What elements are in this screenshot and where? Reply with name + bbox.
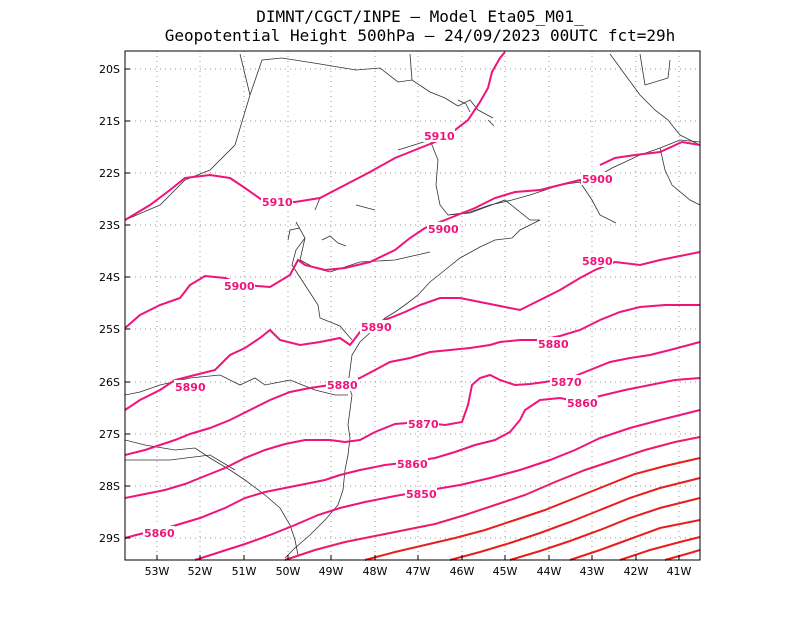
tick-marks xyxy=(125,68,680,560)
contour-5900-a xyxy=(124,177,601,329)
lon-tick-label: 45W xyxy=(493,565,518,578)
contour-label-5890-b: 5890 xyxy=(361,321,392,334)
lon-tick-label: 46W xyxy=(450,565,475,578)
contour-5910-b xyxy=(599,140,701,166)
lat-tick-label: 23S xyxy=(99,219,120,232)
graticule xyxy=(125,51,700,560)
contour-label-5870-b: 5870 xyxy=(408,418,439,431)
chart-title-line1: DIMNT/CGCT/INPE – Model Eta05_M01_ xyxy=(256,7,584,26)
lon-tick-label: 44W xyxy=(537,565,562,578)
coastline-and-borders xyxy=(124,53,701,559)
lat-tick-label: 25S xyxy=(99,323,120,336)
lon-tick-label: 51W xyxy=(232,565,257,578)
contour-label-5900-b: 5900 xyxy=(428,223,459,236)
lat-tick-label: 21S xyxy=(99,115,120,128)
lat-tick-label: 20S xyxy=(99,63,120,76)
lat-tick-label: 28S xyxy=(99,480,120,493)
longitude-tick-labels: 53W 52W 51W 50W 49W 48W 47W 46W 45W 44W … xyxy=(145,565,692,578)
contour-label-5890-c: 5890 xyxy=(175,381,206,394)
lon-tick-label: 52W xyxy=(188,565,213,578)
map-frame xyxy=(124,50,701,561)
contour-label-5860-a: 5860 xyxy=(567,397,598,410)
lat-tick-label: 29S xyxy=(99,532,120,545)
contour-label-5910-a: 5910 xyxy=(424,130,455,143)
contour-5800-a xyxy=(569,519,701,561)
lon-tick-label: 50W xyxy=(276,565,301,578)
contour-5840-a xyxy=(284,436,701,561)
contour-label-5910-b: 5910 xyxy=(262,196,293,209)
contour-label-5880-b: 5880 xyxy=(327,379,358,392)
lon-tick-label: 53W xyxy=(145,565,170,578)
lat-tick-label: 22S xyxy=(99,167,120,180)
contour-label-5900-c: 5900 xyxy=(224,280,255,293)
lon-tick-label: 47W xyxy=(406,565,431,578)
contour-5870-a xyxy=(124,341,701,499)
contour-5820-a xyxy=(449,477,701,561)
contour-lines xyxy=(124,51,701,561)
latitude-tick-labels: 20S 21S 22S 23S 24S 25S 26S 27S 28S 29S xyxy=(99,63,120,545)
contour-label-5860-c: 5860 xyxy=(144,527,175,540)
lon-tick-label: 48W xyxy=(363,565,388,578)
chart-title-line2: Geopotential Height 500hPa – 24/09/2023 … xyxy=(164,26,676,45)
contour-label-5900-a: 5900 xyxy=(582,173,613,186)
lon-tick-label: 43W xyxy=(580,565,605,578)
contour-label-5890-a: 5890 xyxy=(582,255,613,268)
contour-5830-a xyxy=(364,457,701,561)
contour-5780-a xyxy=(664,549,701,561)
lat-tick-label: 24S xyxy=(99,271,120,284)
contour-label-5880-a: 5880 xyxy=(538,338,569,351)
lon-tick-label: 41W xyxy=(667,565,692,578)
contour-5880-a xyxy=(124,304,700,456)
contour-5790-a xyxy=(619,536,701,561)
contour-label-5870-a: 5870 xyxy=(551,376,582,389)
lon-tick-label: 42W xyxy=(624,565,649,578)
lat-tick-label: 26S xyxy=(99,376,120,389)
contour-label-5850-a: 5850 xyxy=(406,488,437,501)
lon-tick-label: 49W xyxy=(319,565,344,578)
lat-tick-label: 27S xyxy=(99,428,120,441)
contour-label-5860-b: 5860 xyxy=(397,458,428,471)
contour-5810-a xyxy=(509,497,701,561)
contour-labels: 5910 5910 5900 5900 5900 5890 5890 5890 … xyxy=(143,129,613,540)
contour-5910-a xyxy=(124,51,506,221)
